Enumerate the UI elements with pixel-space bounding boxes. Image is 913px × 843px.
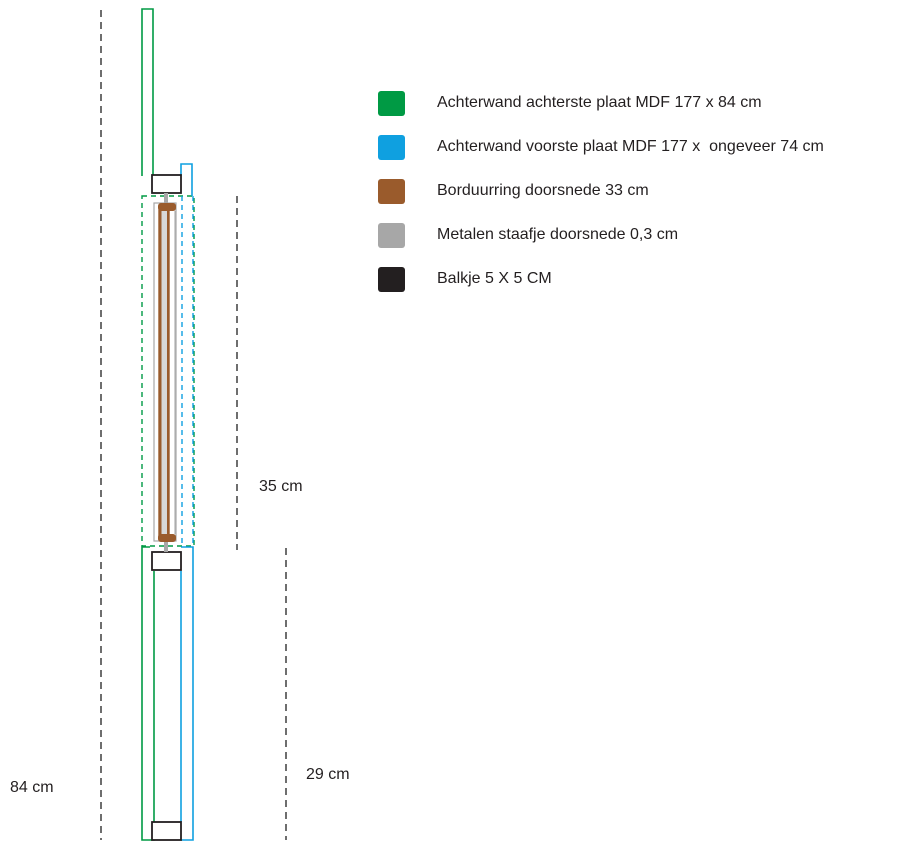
dimension-label-84cm: 84 cm (10, 779, 54, 796)
legend-label: Balkje 5 X 5 CM (437, 270, 552, 287)
back-panel-upper-outline (141, 8, 154, 176)
legend-item-embroidery-hoop: Borduurring doorsnede 33 cm (378, 174, 908, 210)
legend-label: Achterwand achterste plaat MDF 177 x 84 … (437, 94, 762, 111)
legend-label: Achterwand voorste plaat MDF 177 x ongev… (437, 138, 824, 155)
legend-label: Metalen staafje doorsnede 0,3 cm (437, 226, 679, 243)
embroidery-hoop-bottom-cap (158, 534, 176, 542)
front-panel-upper-outline (180, 163, 193, 196)
legend-swatch-black (378, 267, 405, 292)
beam-top (151, 174, 182, 194)
back-panel-lower-outline (141, 546, 155, 841)
legend-item-front-panel: Achterwand voorste plaat MDF 177 x ongev… (378, 130, 908, 166)
legend-item-back-panel: Achterwand achterste plaat MDF 177 x 84 … (378, 86, 908, 122)
dimension-label-29cm: 29 cm (306, 766, 350, 783)
legend-swatch-grey (378, 223, 405, 248)
legend-item-beam: Balkje 5 X 5 CM (378, 262, 908, 298)
legend-item-metal-rod: Metalen staafje doorsnede 0,3 cm (378, 218, 908, 254)
legend-label: Borduurring doorsnede 33 cm (437, 182, 649, 199)
front-panel-lower-outline (181, 546, 194, 841)
dimension-label-35cm: 35 cm (259, 478, 303, 495)
legend-swatch-brown (378, 179, 405, 204)
beam-bottom (151, 821, 182, 841)
beam-middle (151, 551, 182, 571)
embroidery-hoop-top-cap (158, 203, 176, 211)
legend: Achterwand achterste plaat MDF 177 x 84 … (378, 86, 908, 306)
legend-swatch-blue (378, 135, 405, 160)
legend-swatch-green (378, 91, 405, 116)
